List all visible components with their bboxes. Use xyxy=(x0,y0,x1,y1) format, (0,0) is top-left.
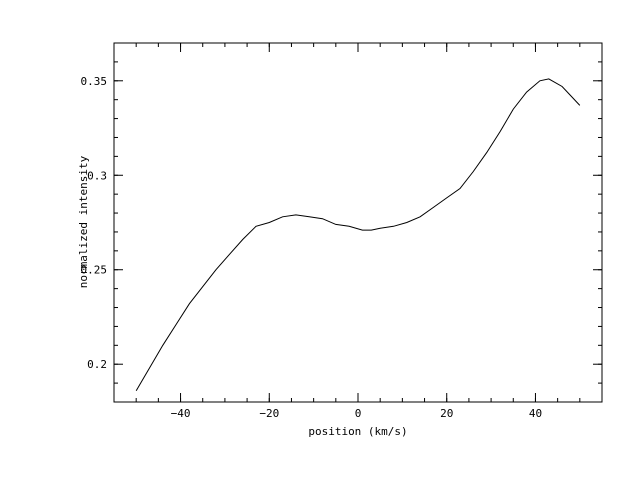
tick-labels: −40 −20 0 20 40 0.2 0.25 0.3 0.35 xyxy=(81,75,543,420)
plot-frame xyxy=(113,42,603,403)
x-tick-label: −20 xyxy=(259,407,279,420)
x-tick-label: −40 xyxy=(171,407,191,420)
y-axis-label: normalized intensity xyxy=(77,155,90,288)
x-tick-label: 20 xyxy=(440,407,453,420)
x-tick-label: 0 xyxy=(355,407,362,420)
y-tick-label: 0.25 xyxy=(81,264,108,277)
y-tick-label: 0.3 xyxy=(87,169,107,182)
x-axis-label: position (km/s) xyxy=(308,425,407,438)
y-tick-label: 0.35 xyxy=(81,75,108,88)
x-tick-label: 40 xyxy=(529,407,542,420)
series-line xyxy=(135,78,581,391)
axis-ticks xyxy=(113,42,603,403)
y-tick-label: 0.2 xyxy=(87,358,107,371)
